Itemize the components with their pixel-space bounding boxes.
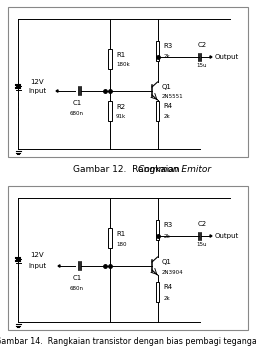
Text: Input: Input bbox=[28, 88, 46, 94]
Text: R3: R3 bbox=[164, 222, 173, 228]
Text: Q1: Q1 bbox=[162, 84, 172, 90]
Text: R4: R4 bbox=[164, 103, 173, 109]
Text: 2N3904: 2N3904 bbox=[162, 270, 184, 275]
Text: Input: Input bbox=[28, 263, 46, 269]
Bar bbox=[8, 7, 248, 157]
Text: 180: 180 bbox=[116, 242, 126, 247]
Bar bbox=[156, 41, 159, 61]
Text: Common Emitor: Common Emitor bbox=[138, 164, 211, 174]
Text: C2: C2 bbox=[197, 221, 207, 227]
Polygon shape bbox=[58, 265, 60, 267]
Text: C1: C1 bbox=[72, 100, 82, 106]
Text: 2k: 2k bbox=[164, 295, 170, 300]
Text: 15u: 15u bbox=[197, 242, 207, 247]
Polygon shape bbox=[56, 90, 58, 92]
Bar bbox=[156, 101, 159, 121]
Text: 180k: 180k bbox=[116, 63, 130, 68]
Text: Output: Output bbox=[215, 233, 239, 239]
Text: 91k: 91k bbox=[116, 115, 126, 120]
Text: 12V: 12V bbox=[30, 79, 44, 85]
Bar bbox=[108, 228, 112, 248]
Text: C2: C2 bbox=[197, 42, 207, 48]
Text: 15u: 15u bbox=[197, 63, 207, 68]
Text: Q1: Q1 bbox=[162, 259, 172, 265]
Bar bbox=[108, 49, 112, 69]
Text: R1: R1 bbox=[116, 52, 125, 58]
Text: Gambar 12.  Rangkaian: Gambar 12. Rangkaian bbox=[73, 164, 183, 174]
Text: 2k: 2k bbox=[164, 115, 170, 120]
Text: 2k: 2k bbox=[164, 233, 170, 238]
Text: Output: Output bbox=[215, 54, 239, 60]
Bar bbox=[156, 220, 159, 240]
Text: 680n: 680n bbox=[70, 111, 84, 116]
Text: C1: C1 bbox=[72, 275, 82, 281]
Text: 680n: 680n bbox=[70, 286, 84, 291]
Text: R3: R3 bbox=[164, 43, 173, 49]
Polygon shape bbox=[210, 56, 212, 58]
Text: R1: R1 bbox=[116, 231, 125, 237]
Text: 2N5551: 2N5551 bbox=[162, 95, 184, 100]
Polygon shape bbox=[210, 235, 212, 237]
Text: R4: R4 bbox=[164, 284, 173, 290]
Bar bbox=[108, 101, 112, 121]
Bar bbox=[156, 282, 159, 302]
Bar bbox=[8, 186, 248, 330]
Text: 2k: 2k bbox=[164, 54, 170, 59]
Text: 12V: 12V bbox=[30, 252, 44, 258]
Text: Gambar 14.  Rangkaian transistor dengan bias pembagi tegangan: Gambar 14. Rangkaian transistor dengan b… bbox=[0, 338, 256, 347]
Text: R2: R2 bbox=[116, 104, 125, 110]
